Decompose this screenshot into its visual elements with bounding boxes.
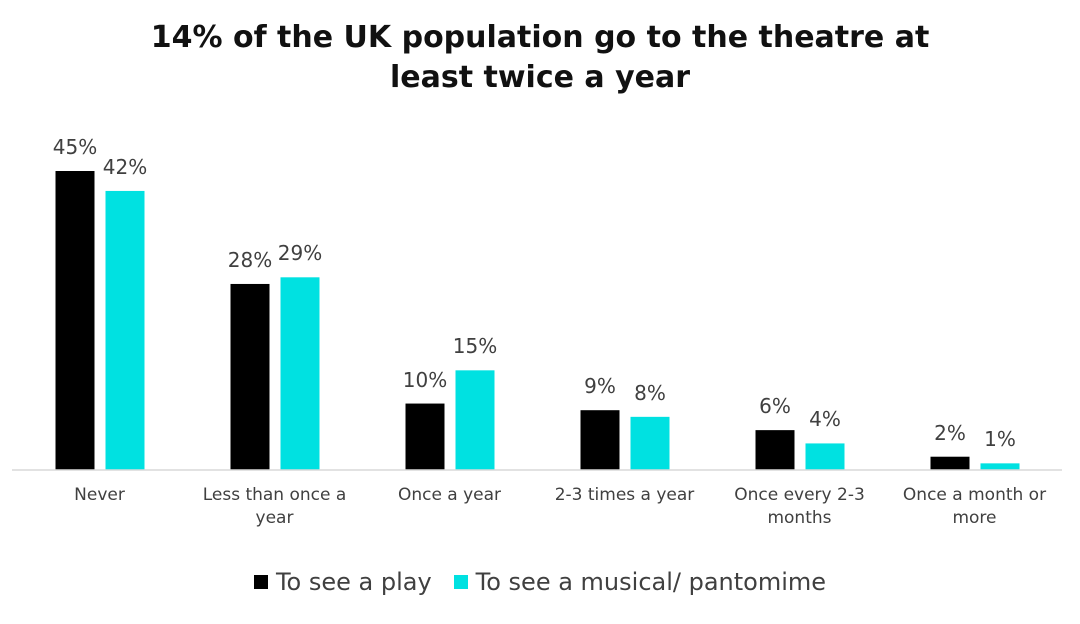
x-tick-label: Once a year (397, 485, 502, 505)
legend-label: To see a musical/ pantomime (475, 568, 827, 596)
chart-title: 14% of the UK population go to the theat… (150, 20, 930, 95)
value-label: 29% (277, 241, 323, 266)
x-tick-label: Once a month or more (902, 485, 1047, 528)
value-label: 1% (984, 427, 1016, 452)
legend-item: To see a musical/ pantomime (453, 568, 827, 596)
bar (455, 370, 495, 470)
x-tick-label: Once every 2-3 months (734, 485, 865, 528)
legend: To see a play To see a musical/ pantomime (0, 568, 1080, 596)
bar (55, 171, 95, 470)
bar (805, 443, 845, 470)
legend-swatch (453, 575, 468, 589)
x-tick-label: 2-3 times a year (554, 485, 695, 505)
x-tick-label: Never (74, 485, 125, 505)
bar (755, 430, 795, 470)
legend-swatch (253, 575, 268, 589)
value-label: 8% (634, 380, 666, 405)
bar (105, 190, 145, 470)
legend-item: To see a play (253, 568, 432, 596)
bar (230, 283, 270, 470)
value-label: 4% (809, 407, 841, 432)
value-label: 42% (102, 154, 148, 179)
value-label: 10% (402, 367, 448, 392)
bar (630, 416, 670, 470)
bar (280, 277, 320, 470)
x-tick-label: Less than once a year (202, 485, 347, 528)
bar (580, 410, 620, 470)
legend-label: To see a play (275, 568, 432, 596)
bar (405, 403, 445, 470)
value-label: 15% (452, 334, 498, 359)
value-label: 6% (759, 394, 791, 419)
value-label: 28% (227, 247, 273, 272)
value-label: 9% (584, 374, 616, 399)
bar (930, 456, 970, 470)
value-label: 2% (934, 420, 966, 445)
bar (980, 463, 1020, 470)
value-label: 45% (52, 135, 98, 159)
